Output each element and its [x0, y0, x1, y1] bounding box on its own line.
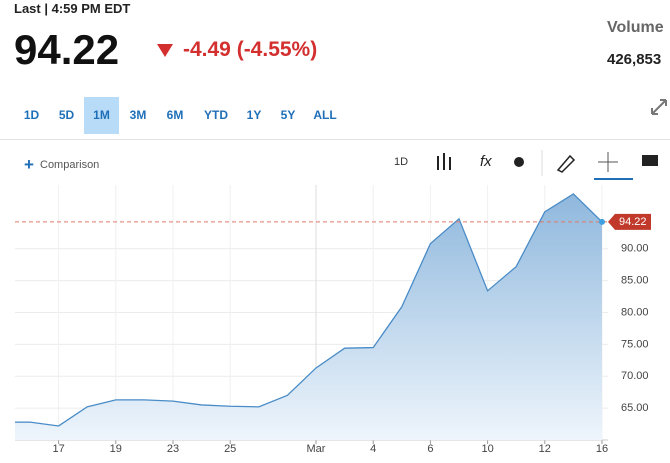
comparison-button[interactable]: Comparison — [40, 159, 100, 171]
y-tick-label: 65.00 — [621, 402, 649, 414]
area — [15, 193, 602, 440]
fx-icon[interactable]: fx — [480, 153, 492, 170]
y-tick-label: 90.00 — [621, 243, 649, 255]
last-time: Last | 4:59 PM EDT — [14, 1, 131, 16]
last-point — [599, 218, 605, 225]
y-tick-label: 80.00 — [621, 306, 649, 318]
down-arrow — [157, 44, 173, 57]
price-change: -4.49 (-4.55%) — [183, 38, 318, 61]
range-button[interactable]: 6M — [166, 108, 184, 122]
price: 94.22 — [14, 26, 120, 73]
y-tick-label: 85.00 — [621, 275, 649, 287]
range-button[interactable]: 5Y — [280, 108, 296, 122]
y-tick-label: 75.00 — [621, 338, 649, 350]
y-tick-label: 70.00 — [621, 370, 649, 382]
range-button[interactable]: YTD — [204, 108, 228, 122]
x-tick-label: 19 — [110, 443, 122, 455]
x-tick-label: 17 — [52, 443, 64, 455]
interval-button[interactable]: 1D — [394, 156, 409, 168]
price-tag — [608, 213, 651, 230]
toolbar-icons: fx — [437, 150, 658, 180]
price-line — [29, 193, 603, 427]
x-tick-label: 16 — [596, 443, 608, 455]
range-button[interactable]: 1D — [23, 108, 40, 122]
volume: 426,853 — [607, 51, 662, 68]
range-button[interactable]: 1M — [84, 97, 119, 134]
x-tick-label: 25 — [224, 443, 236, 455]
x-tick-label: 4 — [370, 443, 376, 455]
expand-icon[interactable] — [648, 96, 670, 118]
x-tick-label: Mar — [307, 443, 326, 455]
volume-label: Volume — [607, 19, 664, 36]
range-button[interactable]: 1Y — [246, 108, 262, 122]
x-tick-label: 10 — [481, 443, 493, 455]
range-button[interactable]: 5D — [58, 108, 75, 122]
range-button[interactable]: ALL — [313, 108, 337, 122]
range-button[interactable]: 3M — [129, 108, 147, 122]
price-tag-label: 94.22 — [619, 216, 647, 228]
x-tick-label: 6 — [427, 443, 433, 455]
x-tick-label: 12 — [539, 443, 551, 455]
divider — [0, 139, 670, 140]
x-tick-label: 23 — [167, 443, 179, 455]
plus-icon[interactable]: + — [24, 155, 34, 174]
